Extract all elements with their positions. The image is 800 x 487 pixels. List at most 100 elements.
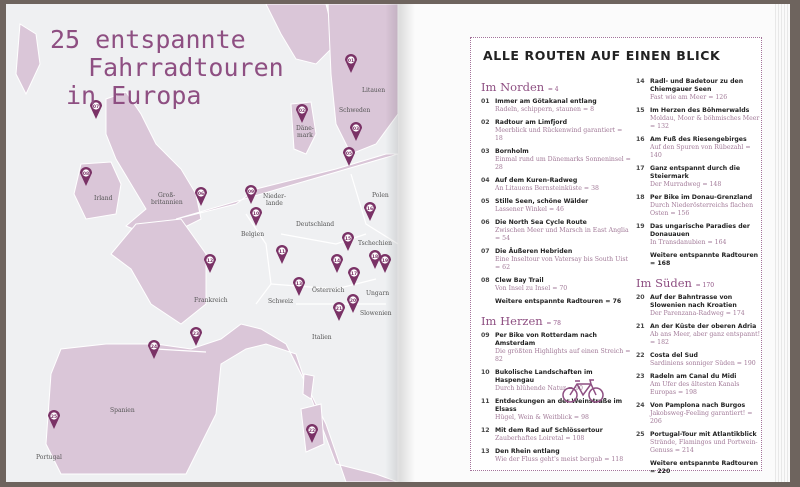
route-entry[interactable]: 16 Am Fuß des Riesengebirges Auf den Spure…	[636, 136, 761, 160]
route-pin-marker[interactable]: 11	[276, 245, 288, 264]
route-entry[interactable]: 09 Per Bike von Rotterdam nach Amsterdam D…	[481, 332, 631, 364]
pin-number: 19	[382, 258, 388, 264]
pin-number: 03	[353, 126, 359, 132]
route-pin-marker[interactable]: 13	[293, 277, 305, 296]
route-pin-marker[interactable]: 08	[80, 167, 92, 186]
pin-number: 06	[198, 191, 204, 197]
country-label: mark	[297, 132, 313, 139]
route-title: Am Fuß des Riesengebirges	[650, 136, 747, 143]
route-subtitle: Sardiniens sonniger Süden = 190	[650, 360, 756, 367]
route-pin-marker[interactable]: 22	[306, 424, 318, 443]
route-pin-marker[interactable]: 03	[350, 122, 362, 141]
pin-number: 07	[93, 104, 99, 110]
route-entry[interactable]: 20 Auf der Bahntrasse von Slowenien nach …	[636, 294, 761, 318]
route-subtitle: An Litauens Bernsteinküste = 38	[495, 185, 599, 192]
route-entry[interactable]: 24 Von Pamplona nach Burgos Jakobsweg-Feel…	[636, 402, 761, 426]
route-entry[interactable]: 21 An der Küste der oberen Adria Ab ans Me…	[636, 323, 761, 347]
route-pin-marker[interactable]: 19	[379, 254, 391, 273]
toc-column: 14 Radl- und Badetour zu den Chiemgauer S…	[636, 78, 761, 484]
route-entry[interactable]: 22 Costa del Sud Sardiniens sonniger Süden…	[636, 352, 761, 368]
route-title: Radl- und Badetour zu den Chiemgauer See…	[650, 78, 744, 93]
route-number: 01	[481, 98, 490, 105]
route-pin-marker[interactable]: 14	[331, 254, 343, 273]
route-pin-marker[interactable]: 15	[342, 232, 354, 251]
route-pin-marker[interactable]: 02	[296, 104, 308, 123]
route-entry[interactable]: 03 Bornholm Einmal rund um Dänemarks Sonne…	[481, 148, 631, 172]
route-pin-marker[interactable]: 20	[347, 294, 359, 313]
route-pin-marker[interactable]: 25	[48, 410, 60, 429]
left-page-map: 01 02 03 05 06 07 08 09 10 11 12 13 14 15 16 17 18 19 20 21…	[6, 4, 398, 482]
route-title: Radtour am Limfjord	[495, 119, 568, 126]
route-number: 15	[636, 107, 645, 114]
section-page: = 4	[547, 86, 559, 93]
route-entry[interactable]: 25 Portugal-Tour mit Atlantikblick Strände…	[636, 431, 761, 455]
route-entry[interactable]: 14 Radl- und Badetour zu den Chiemgauer S…	[636, 78, 761, 102]
route-entry[interactable]: 07 Die Äußeren Hebriden Eine Inseltour von…	[481, 248, 631, 272]
pin-number: 12	[207, 258, 213, 264]
route-entry[interactable]: 19 Das ungarische Paradies der Donauauen I…	[636, 223, 761, 247]
route-pin-marker[interactable]: 18	[369, 250, 381, 269]
route-subtitle: Die größten Highlights auf einen Streich…	[495, 348, 631, 363]
route-number: 10	[481, 369, 490, 376]
route-title: Bornholm	[495, 148, 529, 155]
route-pin-marker[interactable]: 01	[345, 54, 357, 73]
country-label: Schweiz	[268, 298, 293, 305]
route-entry[interactable]: 12 Mit dem Rad auf Schlössertour Zauberhaf…	[481, 427, 631, 443]
route-entry[interactable]: 05 Stille Seen, schöne Wälder Lassener Win…	[481, 198, 631, 214]
route-title: Immer am Götakanal entlang	[495, 98, 597, 105]
route-title: Radeln am Canal du Midi	[650, 373, 737, 380]
route-pin-marker[interactable]: 21	[333, 302, 345, 321]
route-title: Die North Sea Cycle Route	[495, 219, 587, 226]
country-label: Nieder-	[263, 193, 286, 200]
route-pin-marker[interactable]: 12	[204, 254, 216, 273]
route-number: 03	[481, 148, 490, 155]
route-entry[interactable]: 02 Radtour am Limfjord Meerblick und Rücke…	[481, 119, 631, 143]
route-pin-marker[interactable]: 09	[245, 185, 257, 204]
europe-map: 01 02 03 05 06 07 08 09 10 11 12 13 14 15 16 17 18 19 20 21…	[15, 4, 398, 482]
route-subtitle: Eine Inseltour von Vatersay bis South Ui…	[495, 256, 628, 271]
route-pin-marker[interactable]: 16	[364, 202, 376, 221]
route-pin-marker[interactable]: 05	[343, 147, 355, 166]
route-subtitle: Lassener Winkel = 46	[495, 206, 564, 213]
route-pin-marker[interactable]: 06	[195, 187, 207, 206]
more-routes-link[interactable]: Weitere entspannte Radtouren = 168	[650, 252, 759, 267]
route-entry[interactable]: 10 Bukolische Landschaften im Haspengau Du…	[481, 369, 631, 393]
route-entry[interactable]: 23 Radeln am Canal du Midi Am Ufer des ält…	[636, 373, 761, 397]
route-number: 05	[481, 198, 490, 205]
pin-number: 08	[83, 171, 89, 177]
pin-number: 01	[348, 58, 354, 64]
route-pin-marker[interactable]: 10	[250, 207, 262, 226]
route-entry[interactable]: 15 Im Herzen des Böhmerwalds Moldau, Moor …	[636, 107, 761, 131]
route-entry[interactable]: 11 Entdeckungen an der Weinstraße im Elsa…	[481, 398, 631, 422]
route-pin-marker[interactable]: 17	[348, 267, 360, 286]
route-title: Im Herzen des Böhmerwalds	[650, 107, 750, 114]
route-entry[interactable]: 06 Die North Sea Cycle Route Zwischen Meer…	[481, 219, 631, 243]
route-entry[interactable]: 01 Immer am Götakanal entlang Radeln, schi…	[481, 98, 631, 114]
pin-number: 14	[334, 258, 340, 264]
pin-number: 10	[253, 211, 259, 217]
route-title: Das ungarische Paradies der Donauauen	[650, 223, 750, 238]
country-label: Spanien	[110, 407, 135, 414]
more-routes-link[interactable]: Weitere entspannte Radtouren = 76	[495, 298, 622, 305]
route-title: Auf dem Kuren-Radweg	[495, 177, 578, 184]
route-number: 21	[636, 323, 645, 330]
route-subtitle: Wie der Fluss geht's meist bergab = 118	[495, 456, 624, 463]
more-routes-link[interactable]: Weitere entspannte Radtouren = 220	[650, 460, 759, 475]
route-pin-marker[interactable]: 23	[190, 327, 202, 346]
toc-heading: ALLE ROUTEN AUF EINEN BLICK	[483, 48, 721, 63]
route-pin-marker[interactable]: 07	[90, 100, 102, 119]
route-title: Clew Bay Trail	[495, 277, 544, 284]
country-label: Tschechien	[358, 240, 392, 247]
route-entry[interactable]: 04 Auf dem Kuren-Radweg An Litauens Bernst…	[481, 177, 631, 193]
route-entry[interactable]: 08 Clew Bay Trail Von Insel zu Insel = 70	[481, 277, 631, 293]
section-page: = 78	[546, 320, 561, 327]
route-subtitle: Ab ans Meer, aber ganz entspannt! = 182	[650, 331, 761, 346]
route-entry[interactable]: 17 Ganz entspannt durch die Steiermark Der…	[636, 165, 761, 189]
route-number: 18	[636, 194, 645, 201]
route-entry[interactable]: 13 Den Rhein entlang Wie der Fluss geht's …	[481, 448, 631, 464]
pin-number: 13	[296, 281, 302, 287]
route-number: 08	[481, 277, 490, 284]
route-subtitle: Einmal rund um Dänemarks Sonneninsel = 2…	[495, 156, 631, 171]
route-pin-marker[interactable]: 24	[148, 340, 160, 359]
route-entry[interactable]: 18 Per Bike im Donau-Grenzland Durch Niede…	[636, 194, 761, 218]
